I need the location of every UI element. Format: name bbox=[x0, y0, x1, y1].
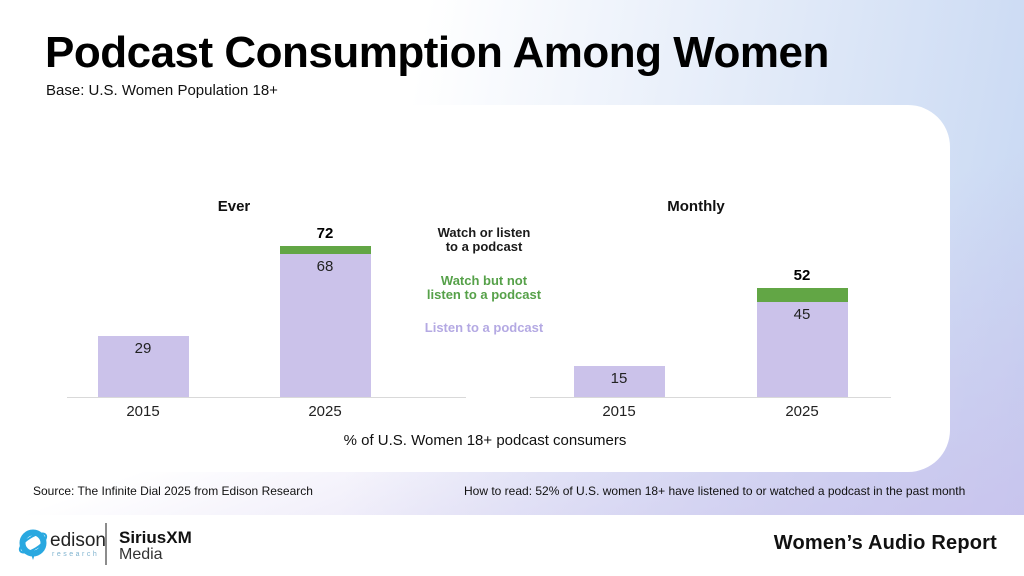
bar-segment-watch bbox=[279, 245, 371, 255]
legend-item: Watch or listen to a podcast bbox=[437, 225, 531, 255]
edison-research-icon bbox=[18, 529, 48, 560]
bar-segment-watch bbox=[756, 287, 848, 303]
report-title: Women’s Audio Report bbox=[773, 532, 997, 554]
x-axis-monthly bbox=[530, 397, 891, 398]
chart-caption: % of U.S. Women 18+ podcast consumers bbox=[343, 432, 627, 449]
tick-label-2015: 2015 bbox=[126, 403, 160, 420]
siriusxm-media-label: Media bbox=[119, 546, 163, 563]
bar-monthly-2015: 15 bbox=[573, 365, 665, 397]
tick-label-2025: 2025 bbox=[785, 403, 819, 420]
x-axis-ever bbox=[67, 397, 466, 398]
bar-segment-listen: 45 bbox=[756, 302, 848, 397]
source-note: Source: The Infinite Dial 2025 from Edis… bbox=[33, 484, 313, 498]
bar-total-label: 52 bbox=[793, 266, 811, 284]
tick-label-2015: 2015 bbox=[602, 403, 636, 420]
edison-research-label: research bbox=[52, 551, 100, 558]
bar-total-label: 72 bbox=[316, 224, 334, 242]
legend-item: Watch but not listen to a podcast bbox=[426, 272, 542, 302]
footer-bar: edison research SiriusXM Media Women’s A… bbox=[0, 515, 1024, 576]
bar-segment-listen: 29 bbox=[97, 336, 189, 397]
base-note: Base: U.S. Women Population 18+ bbox=[46, 82, 278, 99]
how-to-read-note: How to read: 52% of U.S. women 18+ have … bbox=[464, 484, 966, 498]
legend-item: Listen to a podcast bbox=[424, 320, 544, 336]
group-title-ever: Ever bbox=[217, 198, 251, 215]
group-title-monthly: Monthly bbox=[667, 198, 725, 215]
brand-divider bbox=[105, 523, 107, 565]
bar-segment-listen: 68 bbox=[279, 254, 371, 397]
page-title: Podcast Consumption Among Women bbox=[45, 28, 829, 77]
bar-segment-listen: 15 bbox=[573, 365, 665, 397]
bar-ever-2015: 29 bbox=[97, 336, 189, 397]
siriusxm-wordmark: SiriusXM bbox=[119, 528, 192, 547]
tick-label-2025: 2025 bbox=[308, 403, 342, 420]
chart-legend: Watch or listen to a podcast Watch but not… bbox=[409, 225, 559, 354]
bar-ever-2025: 68 bbox=[279, 245, 371, 397]
edison-wordmark: edison bbox=[50, 530, 106, 551]
bar-monthly-2025: 45 bbox=[756, 287, 848, 397]
